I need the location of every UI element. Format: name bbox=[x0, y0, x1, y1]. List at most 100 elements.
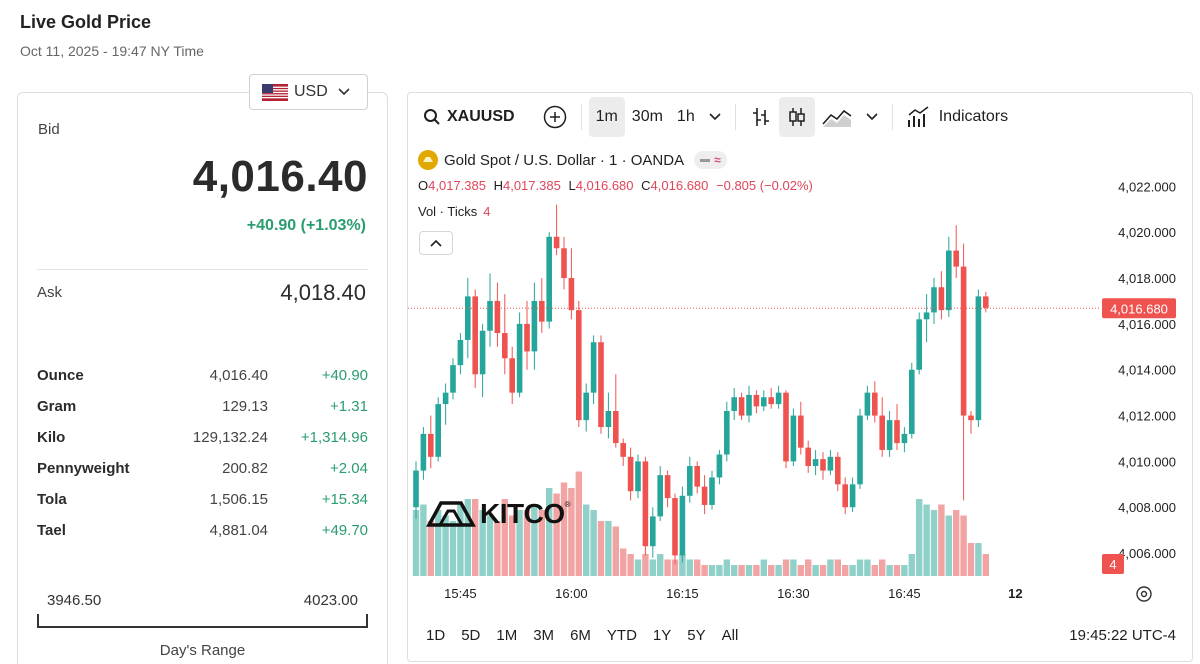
candle-body bbox=[561, 248, 567, 279]
table-row: Tael 4,881.04 +49.70 bbox=[37, 515, 368, 546]
volume-bar bbox=[975, 543, 982, 576]
page-title: Live Gold Price bbox=[20, 12, 152, 32]
unit-price: 200.82 bbox=[222, 460, 268, 477]
candle-body bbox=[635, 461, 641, 492]
candle-body bbox=[442, 392, 449, 405]
y-tick-label: 4,008.000 bbox=[1118, 500, 1176, 515]
volume-bar bbox=[649, 559, 656, 576]
volume-bar bbox=[745, 565, 753, 576]
last-volume-label: 4 bbox=[1109, 557, 1116, 572]
volume-bar bbox=[597, 521, 605, 576]
chevron-up-icon bbox=[430, 239, 442, 247]
volume-bar bbox=[671, 559, 679, 576]
volume-bar bbox=[819, 565, 827, 576]
range-ytd-button[interactable]: YTD bbox=[606, 626, 637, 644]
interval-label: 1h bbox=[676, 108, 695, 125]
candlestick-chart[interactable]: 4,006.000 4,008.000 4,010.000 4,012.000 4,01… bbox=[408, 140, 1192, 610]
bar-chart-type-button[interactable] bbox=[743, 97, 779, 137]
candle-body bbox=[738, 397, 745, 416]
candle-body bbox=[583, 392, 589, 421]
interval-label: 30m bbox=[631, 108, 663, 125]
range-1y-button[interactable]: 1Y bbox=[652, 626, 672, 644]
indicators-icon bbox=[907, 106, 929, 127]
volume-bar bbox=[412, 510, 420, 576]
volume-bar bbox=[916, 499, 923, 576]
range-5y-button[interactable]: 5Y bbox=[687, 626, 706, 644]
volume-bar bbox=[620, 548, 627, 576]
range-5d-button[interactable]: 5D bbox=[461, 626, 481, 644]
indicators-button[interactable]: Indicators bbox=[900, 97, 1015, 137]
table-row: Kilo 129,132.24 +1,314.96 bbox=[37, 422, 368, 453]
y-tick-label: 4,010.000 bbox=[1118, 454, 1176, 469]
search-icon bbox=[424, 109, 440, 125]
volume-bar bbox=[686, 559, 693, 576]
chart-type-dropdown[interactable] bbox=[859, 97, 885, 137]
volume-bar bbox=[864, 559, 871, 576]
x-tick-label: 16:45 bbox=[888, 586, 921, 601]
interval-1h[interactable]: 1h bbox=[670, 97, 702, 137]
candle-body bbox=[487, 300, 493, 331]
volume-bar bbox=[842, 565, 849, 576]
candle-body bbox=[450, 365, 456, 393]
unit-price: 4,881.04 bbox=[209, 522, 268, 539]
candle-chart-type-button[interactable] bbox=[778, 97, 815, 137]
collapse-legend-button[interactable] bbox=[419, 231, 453, 255]
us-flag-icon bbox=[262, 83, 288, 101]
y-tick-label: 4,014.000 bbox=[1118, 363, 1176, 378]
volume-bar bbox=[590, 510, 597, 576]
volume-bar bbox=[945, 515, 952, 576]
registered-mark: ® bbox=[564, 499, 571, 509]
candle-body bbox=[428, 433, 434, 457]
chevron-down-icon bbox=[338, 88, 350, 96]
volume-bar bbox=[834, 559, 841, 576]
chart-panel: XAUUSD 1m 30m 1h Indicators bbox=[407, 92, 1193, 662]
candle-body bbox=[627, 456, 634, 492]
volume-bar bbox=[856, 559, 864, 576]
unit-price: 129,132.24 bbox=[192, 429, 268, 446]
toolbar-separator bbox=[580, 104, 582, 130]
candle-body bbox=[494, 300, 501, 334]
candle-body bbox=[960, 266, 967, 416]
candle-body bbox=[901, 433, 908, 444]
volume-bar bbox=[708, 565, 716, 576]
range-1m-button[interactable]: 1M bbox=[496, 626, 518, 644]
candle-body bbox=[916, 319, 922, 370]
unit-price: 1,506.15 bbox=[209, 491, 268, 508]
interval-1m[interactable]: 1m bbox=[588, 97, 625, 137]
volume-bar bbox=[694, 559, 701, 576]
volume-legend: Vol · Ticks 4 bbox=[418, 204, 490, 219]
range-1d-button[interactable]: 1D bbox=[426, 626, 446, 644]
compare-symbol-button[interactable] bbox=[536, 97, 574, 137]
volume-bar bbox=[775, 565, 782, 576]
range-all-button[interactable]: All bbox=[721, 626, 739, 644]
candle-body bbox=[923, 312, 930, 320]
interval-dropdown[interactable] bbox=[702, 97, 728, 137]
currency-select[interactable]: USD bbox=[249, 74, 368, 110]
candles-icon bbox=[788, 108, 805, 126]
interval-30m[interactable]: 30m bbox=[625, 97, 670, 137]
unit-price: 129.13 bbox=[222, 398, 268, 415]
range-6m-button[interactable]: 6M bbox=[570, 626, 591, 644]
day-range-high: 4023.00 bbox=[303, 592, 358, 609]
symbol-search-button[interactable]: XAUUSD bbox=[416, 97, 522, 137]
last-price-tag bbox=[1102, 298, 1176, 319]
range-3m-button[interactable]: 3M bbox=[533, 626, 555, 644]
open-value: 4,017.385 bbox=[428, 178, 486, 193]
y-tick-label: 4,006.000 bbox=[1118, 546, 1176, 561]
volume-bar bbox=[797, 565, 804, 576]
unit-name: Ounce bbox=[37, 367, 84, 384]
volume-bar bbox=[908, 554, 915, 576]
legend-visibility-toggle[interactable]: ≈ bbox=[694, 151, 727, 169]
candle-body bbox=[783, 392, 789, 462]
candle-body bbox=[983, 296, 989, 308]
candle-body bbox=[724, 410, 730, 455]
volume-bar bbox=[575, 471, 582, 576]
candle-body bbox=[931, 287, 937, 313]
volume-bar bbox=[967, 543, 975, 576]
candle-body bbox=[946, 250, 952, 311]
bid-change: +40.90 (+1.03%) bbox=[246, 217, 366, 234]
day-range-bar bbox=[37, 614, 368, 628]
area-chart-type-button[interactable] bbox=[815, 97, 859, 137]
volume-bar bbox=[657, 554, 664, 576]
candle-body bbox=[849, 484, 856, 508]
